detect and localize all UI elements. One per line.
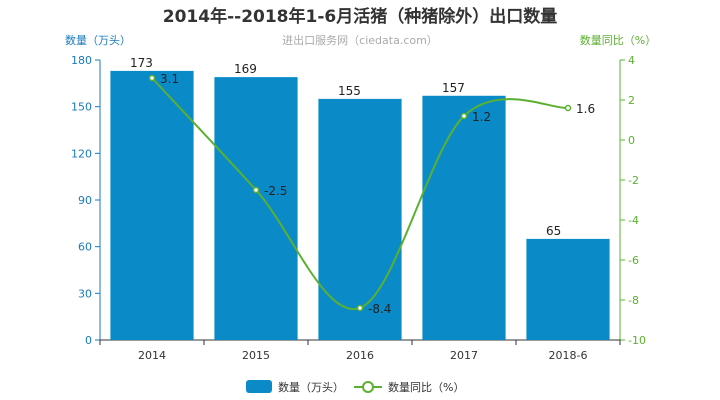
chart-title: 2014年--2018年1-6月活猪（种猪除外）出口数量 [163, 6, 557, 27]
right-tick-label: 0 [628, 134, 635, 147]
legend-bar-label: 数量（万头） [278, 381, 344, 394]
left-tick-label: 30 [78, 287, 92, 300]
line-point[interactable] [460, 112, 468, 120]
right-tick-label: 2 [628, 94, 635, 107]
bar-value-label: 169 [234, 62, 257, 76]
bar[interactable] [110, 70, 194, 340]
bar-value-label: 65 [546, 224, 561, 238]
bar[interactable] [214, 77, 298, 340]
right-tick-label: 4 [628, 54, 635, 67]
bar-value-label: 155 [338, 84, 361, 98]
right-tick-label: -4 [628, 214, 639, 227]
left-tick-label: 150 [71, 101, 92, 114]
right-axis-label: 数量同比（%） [580, 34, 656, 47]
x-tick-label: 2018-6 [549, 349, 588, 362]
line-value-label: -2.5 [264, 184, 287, 198]
left-tick-label: 90 [78, 194, 92, 207]
left-axis-label: 数量（万头） [65, 34, 131, 47]
bar[interactable] [422, 95, 506, 341]
left-tick-label: 120 [71, 147, 92, 160]
x-tick-label: 2015 [242, 349, 270, 362]
line-series [148, 74, 572, 312]
bar-value-label: 173 [130, 56, 153, 70]
bar-series [110, 70, 610, 341]
line-point[interactable] [564, 104, 572, 112]
line-value-label: 3.1 [160, 72, 179, 86]
line-value-label: 1.6 [576, 102, 595, 116]
line-point[interactable] [252, 186, 260, 194]
x-tick-label: 2014 [138, 349, 166, 362]
line-point[interactable] [356, 304, 364, 312]
right-tick-label: -8 [628, 294, 639, 307]
line-point[interactable] [148, 74, 156, 82]
legend[interactable]: 数量（万头） 数量同比（%） [246, 380, 464, 394]
right-tick-label: -10 [628, 334, 646, 347]
bar[interactable] [526, 238, 610, 340]
line-value-label: -8.4 [368, 302, 391, 316]
x-tick-label: 2017 [450, 349, 478, 362]
right-tick-label: -6 [628, 254, 639, 267]
left-tick-label: 0 [85, 334, 92, 347]
left-tick-label: 180 [71, 54, 92, 67]
legend-line-marker [362, 381, 374, 393]
left-tick-label: 60 [78, 241, 92, 254]
bar-value-label: 157 [442, 81, 465, 95]
x-tick-label: 2016 [346, 349, 374, 362]
data-labels: 173 169 155 157 65 3.1 -2.5 -8.4 1.2 1.6 [130, 56, 595, 316]
legend-line-label: 数量同比（%） [388, 381, 464, 394]
right-tick-label: -2 [628, 174, 639, 187]
legend-bar-swatch [246, 380, 272, 393]
chart-subtitle: 进出口服务网（ciedata.com） [282, 33, 438, 47]
line-value-label: 1.2 [472, 110, 491, 124]
